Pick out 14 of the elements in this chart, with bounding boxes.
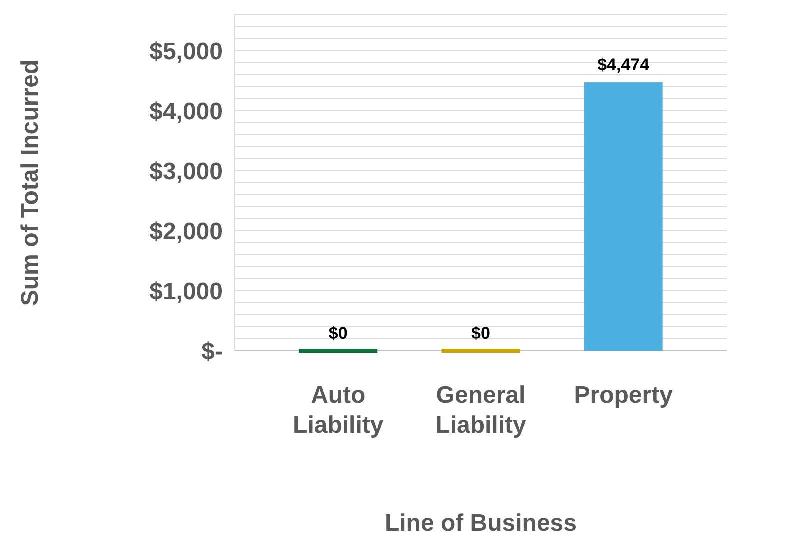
x-tick-label: Auto Liability (293, 382, 384, 439)
x-axis-title: Line of Business (384, 510, 578, 537)
y-tick-label: $1,000 (150, 278, 223, 306)
x-tick-label: Property (574, 382, 674, 409)
y-tick-label: $- (202, 338, 224, 366)
y-tick-label: $5,000 (150, 38, 223, 66)
y-axis-title: Sum of Total Incurred (17, 60, 44, 306)
y-tick-label: $2,000 (150, 218, 223, 246)
x-tick-label: General Liability (436, 382, 527, 439)
data-label: $0 (328, 324, 348, 343)
y-tick-label: $3,000 (150, 158, 223, 186)
data-label: $4,474 (598, 56, 650, 75)
data-label: $0 (472, 324, 490, 343)
y-tick-label: $4,000 (150, 98, 223, 126)
